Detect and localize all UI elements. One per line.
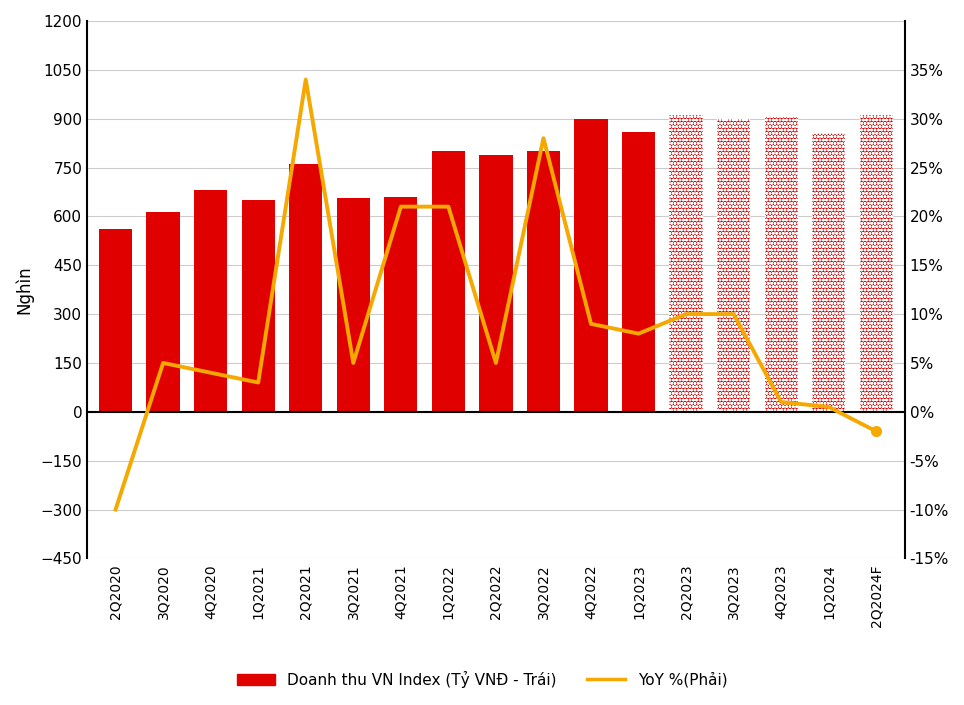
Y-axis label: Nghìn: Nghìn xyxy=(15,265,34,314)
Bar xyxy=(860,116,893,412)
Bar xyxy=(622,132,656,412)
Bar xyxy=(242,200,275,412)
Bar xyxy=(99,229,132,412)
Legend: Doanh thu VN Index (Tỷ VNĐ - Trái), YoY %(Phải): Doanh thu VN Index (Tỷ VNĐ - Trái), YoY … xyxy=(230,665,734,694)
Bar xyxy=(526,152,560,412)
Bar xyxy=(147,212,179,412)
Bar xyxy=(479,154,513,412)
Bar xyxy=(717,118,750,412)
Bar xyxy=(336,199,370,412)
Bar xyxy=(764,117,798,412)
Bar xyxy=(669,116,703,412)
Bar xyxy=(385,197,417,412)
Bar xyxy=(289,164,322,412)
Bar xyxy=(194,190,228,412)
Bar xyxy=(575,118,607,412)
Bar xyxy=(432,152,465,412)
Bar xyxy=(812,133,845,412)
